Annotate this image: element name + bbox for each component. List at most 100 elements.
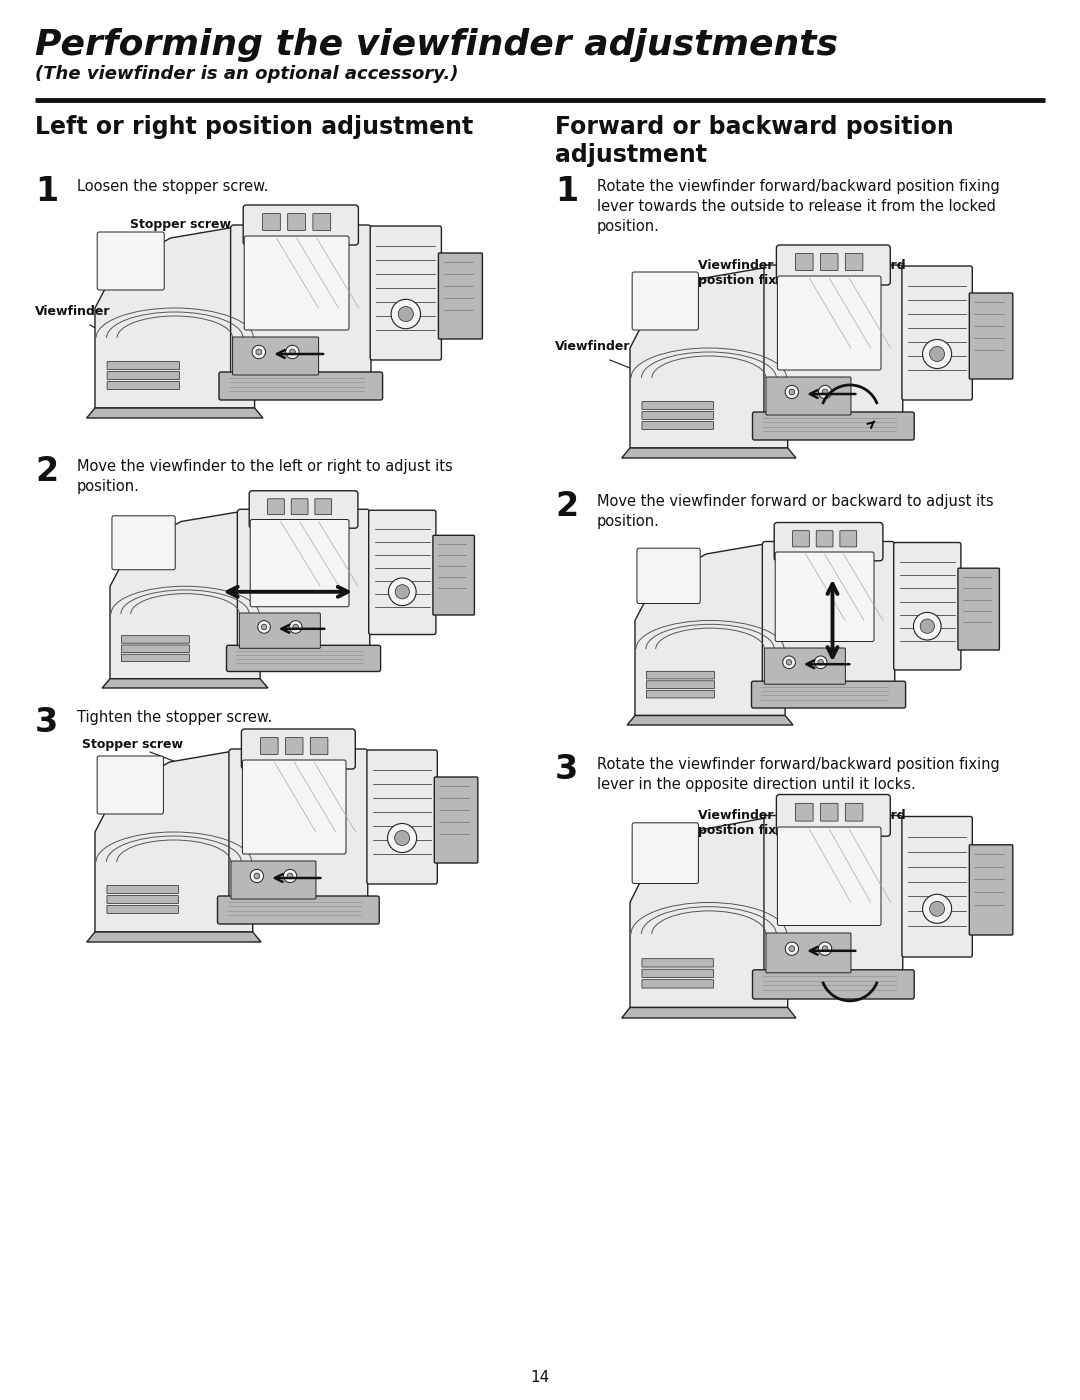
FancyBboxPatch shape [642,969,714,977]
FancyBboxPatch shape [840,531,856,547]
Circle shape [289,620,302,633]
FancyBboxPatch shape [367,750,437,883]
FancyBboxPatch shape [262,213,281,231]
Polygon shape [630,267,787,448]
Text: Viewfinder forward/backward
position fixing lever: Viewfinder forward/backward position fix… [698,808,906,837]
FancyBboxPatch shape [958,568,999,650]
Circle shape [256,349,261,356]
FancyBboxPatch shape [244,237,349,330]
FancyBboxPatch shape [642,980,714,988]
Text: Forward or backward position
adjustment: Forward or backward position adjustment [555,115,954,167]
FancyBboxPatch shape [642,421,714,430]
FancyBboxPatch shape [107,371,179,379]
FancyBboxPatch shape [970,844,1013,935]
FancyBboxPatch shape [121,654,189,662]
FancyBboxPatch shape [292,498,308,515]
FancyBboxPatch shape [238,510,369,650]
FancyBboxPatch shape [642,959,714,967]
FancyBboxPatch shape [766,932,851,973]
Circle shape [789,946,795,952]
Circle shape [261,624,267,630]
Circle shape [783,657,795,669]
Polygon shape [103,679,268,687]
FancyBboxPatch shape [637,549,700,603]
FancyBboxPatch shape [764,265,903,417]
Circle shape [287,874,293,879]
FancyBboxPatch shape [764,815,903,974]
Polygon shape [86,932,261,942]
Circle shape [389,578,416,606]
Circle shape [283,869,297,882]
FancyBboxPatch shape [310,738,328,755]
FancyBboxPatch shape [315,498,332,515]
FancyBboxPatch shape [107,896,178,903]
Text: 3: 3 [555,753,578,785]
FancyBboxPatch shape [243,204,359,245]
FancyBboxPatch shape [646,680,715,689]
FancyBboxPatch shape [229,749,368,902]
FancyBboxPatch shape [368,510,436,634]
Circle shape [286,346,299,358]
Text: Loosen the stopper screw.: Loosen the stopper screw. [77,179,269,195]
Circle shape [920,619,934,633]
FancyBboxPatch shape [121,645,189,652]
FancyBboxPatch shape [434,777,477,862]
Polygon shape [86,407,264,419]
Text: Performing the viewfinder adjustments: Performing the viewfinder adjustments [35,28,838,62]
FancyBboxPatch shape [242,760,346,854]
FancyBboxPatch shape [646,671,715,679]
FancyBboxPatch shape [242,729,355,769]
Text: Rotate the viewfinder forward/backward position fixing
lever towards the outside: Rotate the viewfinder forward/backward p… [597,179,1000,234]
FancyBboxPatch shape [846,253,863,270]
FancyBboxPatch shape [232,337,319,375]
FancyBboxPatch shape [121,636,189,643]
Circle shape [293,624,298,630]
FancyBboxPatch shape [287,213,306,231]
FancyBboxPatch shape [240,613,321,648]
Circle shape [818,659,823,665]
Circle shape [930,347,945,361]
FancyBboxPatch shape [370,225,442,360]
Text: Tighten the stopper screw.: Tighten the stopper screw. [77,710,272,725]
Circle shape [785,942,798,955]
Circle shape [785,385,798,399]
FancyBboxPatch shape [107,381,179,389]
FancyBboxPatch shape [285,738,303,755]
Circle shape [395,585,409,599]
Circle shape [289,349,295,356]
Text: 2: 2 [35,455,58,489]
FancyBboxPatch shape [632,272,699,330]
Text: Stopper screw: Stopper screw [130,218,231,231]
FancyBboxPatch shape [438,253,483,339]
Circle shape [399,307,414,322]
Circle shape [930,902,945,916]
FancyBboxPatch shape [646,690,715,699]
FancyBboxPatch shape [249,491,357,528]
Text: 3: 3 [35,706,58,739]
FancyBboxPatch shape [796,804,813,820]
Text: 14: 14 [530,1371,550,1386]
FancyBboxPatch shape [112,515,175,570]
Text: Move the viewfinder to the left or right to adjust its
position.: Move the viewfinder to the left or right… [77,459,453,494]
FancyBboxPatch shape [778,827,881,925]
Circle shape [251,869,264,882]
Text: Move the viewfinder forward or backward to adjust its
position.: Move the viewfinder forward or backward … [597,494,994,529]
Circle shape [786,659,792,665]
FancyBboxPatch shape [107,886,178,893]
FancyBboxPatch shape [251,519,349,606]
FancyBboxPatch shape [107,361,179,370]
Circle shape [819,385,832,399]
FancyBboxPatch shape [260,738,279,755]
FancyBboxPatch shape [816,531,833,547]
Circle shape [789,389,795,395]
Circle shape [258,620,270,633]
FancyBboxPatch shape [753,970,914,1000]
FancyBboxPatch shape [227,645,380,672]
FancyBboxPatch shape [107,906,178,914]
FancyBboxPatch shape [97,232,164,290]
FancyBboxPatch shape [762,542,894,686]
FancyBboxPatch shape [894,542,961,671]
Text: Rotate the viewfinder forward/backward position fixing
lever in the opposite dir: Rotate the viewfinder forward/backward p… [597,757,1000,792]
Polygon shape [622,448,796,458]
Circle shape [822,389,828,395]
